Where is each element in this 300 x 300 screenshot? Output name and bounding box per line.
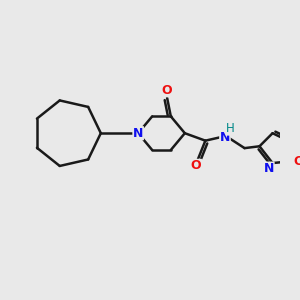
Text: O: O	[293, 155, 300, 168]
Text: N: N	[264, 162, 274, 175]
Text: O: O	[191, 159, 201, 172]
Text: O: O	[162, 84, 172, 97]
Text: N: N	[220, 131, 230, 144]
Text: N: N	[133, 127, 143, 140]
Text: H: H	[226, 122, 235, 135]
